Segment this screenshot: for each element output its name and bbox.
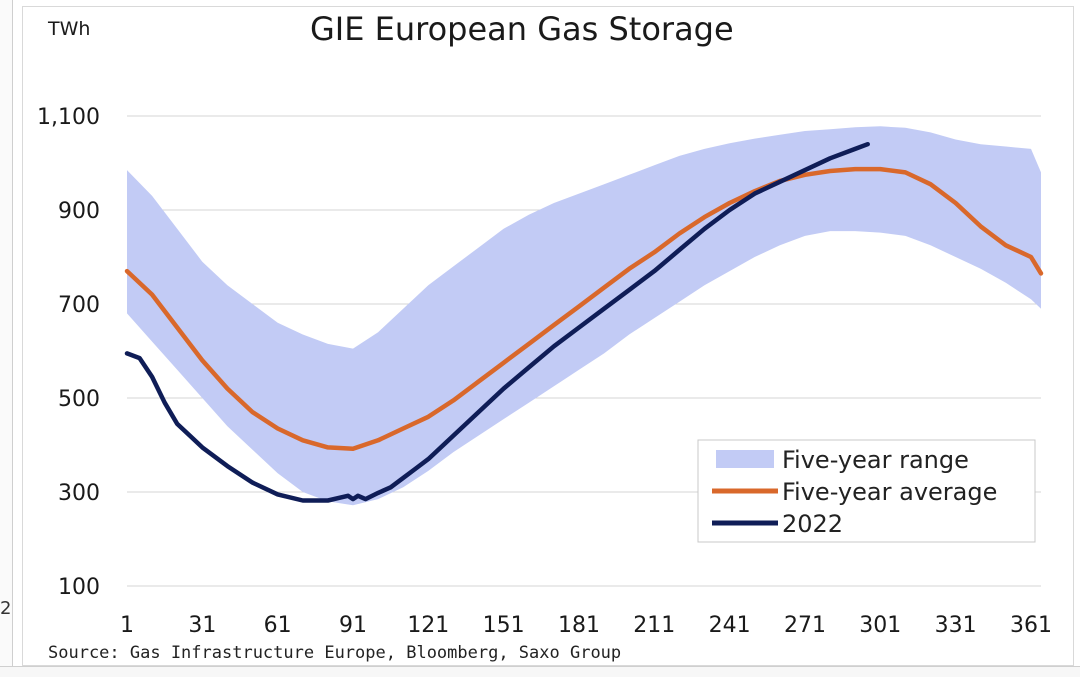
legend-label: 2022 xyxy=(782,510,843,538)
x-axis-ticks: 1 31 61 91 121 151 181 211 241 271 301 331 361 xyxy=(120,613,1052,638)
x-tick-label: 211 xyxy=(633,613,675,638)
series-2022-line xyxy=(124,141,870,503)
bottom-panel-edge xyxy=(0,666,1080,677)
y-tick-label: 300 xyxy=(58,481,100,506)
legend-swatch-range xyxy=(716,450,774,468)
x-tick-label: 91 xyxy=(339,613,367,638)
y-tick-label: 900 xyxy=(58,199,100,224)
x-tick-label: 181 xyxy=(558,613,600,638)
source-note: Source: Gas Infrastructure Europe, Bloom… xyxy=(48,643,622,663)
legend: Five-year range Five-year average 2022 xyxy=(697,439,1036,543)
y-tick-label: 700 xyxy=(58,293,100,318)
x-tick-label: 121 xyxy=(407,613,449,638)
five-year-range-band xyxy=(127,126,1041,506)
y-tick-label: 500 xyxy=(58,387,100,412)
x-tick-label: 1 xyxy=(120,613,134,638)
x-tick-label: 151 xyxy=(483,613,525,638)
x-tick-label: 361 xyxy=(1010,613,1052,638)
legend-label: Five-year average xyxy=(782,478,997,506)
y-axis-ticks: 100 300 500 700 900 1,100 xyxy=(37,105,100,600)
x-tick-label: 241 xyxy=(709,613,751,638)
chart-title: GIE European Gas Storage xyxy=(310,10,734,48)
x-tick-label: 31 xyxy=(188,613,216,638)
left-edge-label: 2 xyxy=(0,598,12,619)
x-tick-label: 271 xyxy=(784,613,826,638)
y-tick-label: 1,100 xyxy=(37,105,100,130)
y-axis-unit: TWh xyxy=(48,18,91,40)
x-tick-label: 61 xyxy=(264,613,292,638)
x-tick-label: 301 xyxy=(859,613,901,638)
y-tick-label: 100 xyxy=(58,575,100,600)
x-tick-label: 331 xyxy=(935,613,977,638)
left-panel-edge xyxy=(0,0,13,676)
plot-area xyxy=(124,126,1044,506)
legend-label: Five-year range xyxy=(782,446,969,474)
five-year-average-line xyxy=(124,166,1044,452)
